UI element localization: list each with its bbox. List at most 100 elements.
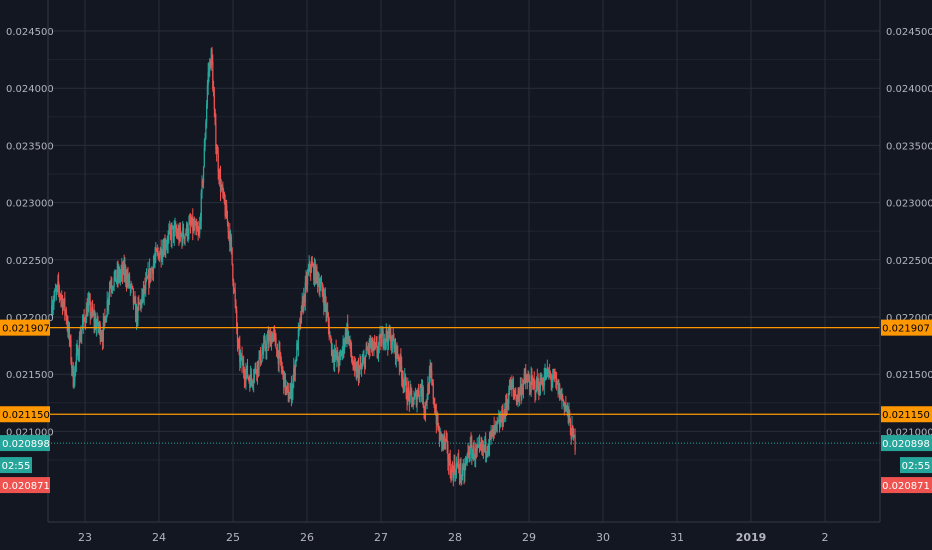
candle-body — [434, 412, 437, 414]
candle-body — [71, 366, 74, 369]
candle-body — [355, 367, 357, 378]
candle-body — [320, 282, 323, 284]
current-price-label-left: 0.020898 — [2, 439, 50, 450]
candle-body — [58, 281, 60, 288]
candle-body — [268, 335, 270, 345]
candle-body — [59, 294, 61, 298]
candle-body — [258, 357, 260, 370]
candle-body — [230, 236, 232, 248]
candle-body — [330, 338, 333, 355]
candle-body — [252, 383, 254, 385]
candle-body — [485, 451, 488, 454]
candle-body — [77, 347, 79, 360]
candle-body — [151, 268, 153, 270]
candle-body — [68, 327, 70, 333]
candle-body — [393, 341, 395, 349]
countdown-label-right-bg — [900, 457, 932, 474]
candle-body — [179, 228, 182, 236]
candle-body — [167, 235, 169, 245]
candle-body — [81, 329, 83, 335]
candle-body — [514, 392, 516, 396]
candle-body — [413, 398, 415, 405]
candle-body — [115, 269, 117, 282]
candle-body — [412, 404, 414, 407]
candle-body — [315, 266, 317, 283]
candle-body — [192, 217, 194, 231]
candle-body — [93, 313, 95, 324]
candle-body — [101, 336, 103, 338]
candle-body — [260, 360, 262, 364]
candle-body — [263, 340, 266, 343]
candle-body — [327, 311, 329, 317]
candle-body — [478, 443, 480, 446]
candle-body — [360, 364, 362, 368]
candle-body — [206, 104, 208, 123]
candle-body — [196, 229, 198, 232]
candle-body — [280, 361, 283, 369]
candle-body — [390, 333, 392, 349]
candle-body — [491, 429, 493, 433]
candle-body — [522, 387, 524, 391]
candle-body — [300, 318, 302, 323]
current-price-label-right: 0.020898 — [882, 439, 930, 450]
candle-body — [546, 367, 548, 370]
candle-body — [169, 227, 172, 232]
candle-body — [471, 452, 474, 458]
candle-body — [240, 354, 242, 356]
candle-body — [465, 458, 468, 463]
y-tick-label-right: 0.023000 — [886, 199, 932, 210]
candle-body — [437, 414, 439, 428]
candle-body — [257, 361, 259, 370]
x-tick-label: 25 — [226, 531, 240, 544]
candle-body — [488, 446, 490, 450]
candle-body — [194, 225, 196, 230]
candle-body — [201, 181, 203, 193]
candle-body — [374, 343, 377, 345]
candle-body — [165, 244, 168, 247]
candle-body — [429, 369, 431, 374]
candle-body — [53, 297, 55, 304]
candle-body — [338, 355, 340, 367]
candle-body — [394, 340, 396, 349]
candle-body — [327, 316, 330, 325]
current-price-label-left-bg — [0, 435, 50, 452]
grid-lines — [48, 0, 880, 522]
candle-body — [231, 247, 233, 265]
candle-body — [195, 223, 197, 226]
candle-body — [358, 368, 360, 379]
candle-body — [301, 301, 303, 306]
candle-body — [295, 360, 297, 362]
candle-body — [136, 309, 138, 320]
candle-body — [528, 378, 530, 382]
candle-body — [131, 284, 133, 286]
candle-body — [504, 410, 506, 415]
candle-body — [414, 394, 416, 399]
candle-body — [422, 387, 424, 407]
candle-body — [239, 355, 242, 362]
candle-body — [550, 376, 552, 382]
candle-body — [303, 294, 305, 311]
candle-body — [237, 342, 239, 346]
candle-body — [411, 390, 413, 398]
candle-body — [340, 354, 342, 356]
y-tick-label-right: 0.021500 — [886, 370, 932, 381]
candle-body — [389, 333, 391, 337]
candle-body — [106, 301, 108, 316]
candle-body — [549, 374, 552, 377]
candle-body — [532, 380, 535, 383]
candle-body — [329, 335, 331, 338]
candle-body — [79, 336, 81, 341]
candles-layer — [51, 46, 576, 487]
candle-body — [182, 227, 185, 237]
candle-body — [92, 313, 94, 315]
candle-body — [420, 385, 422, 387]
candle-body — [244, 378, 246, 381]
candle-body — [559, 384, 561, 400]
candle-body — [276, 350, 279, 357]
candle-body — [570, 434, 572, 440]
candle-body — [144, 286, 146, 290]
candle-body — [224, 202, 226, 216]
candle-body — [174, 226, 176, 228]
candle-body — [403, 382, 405, 386]
